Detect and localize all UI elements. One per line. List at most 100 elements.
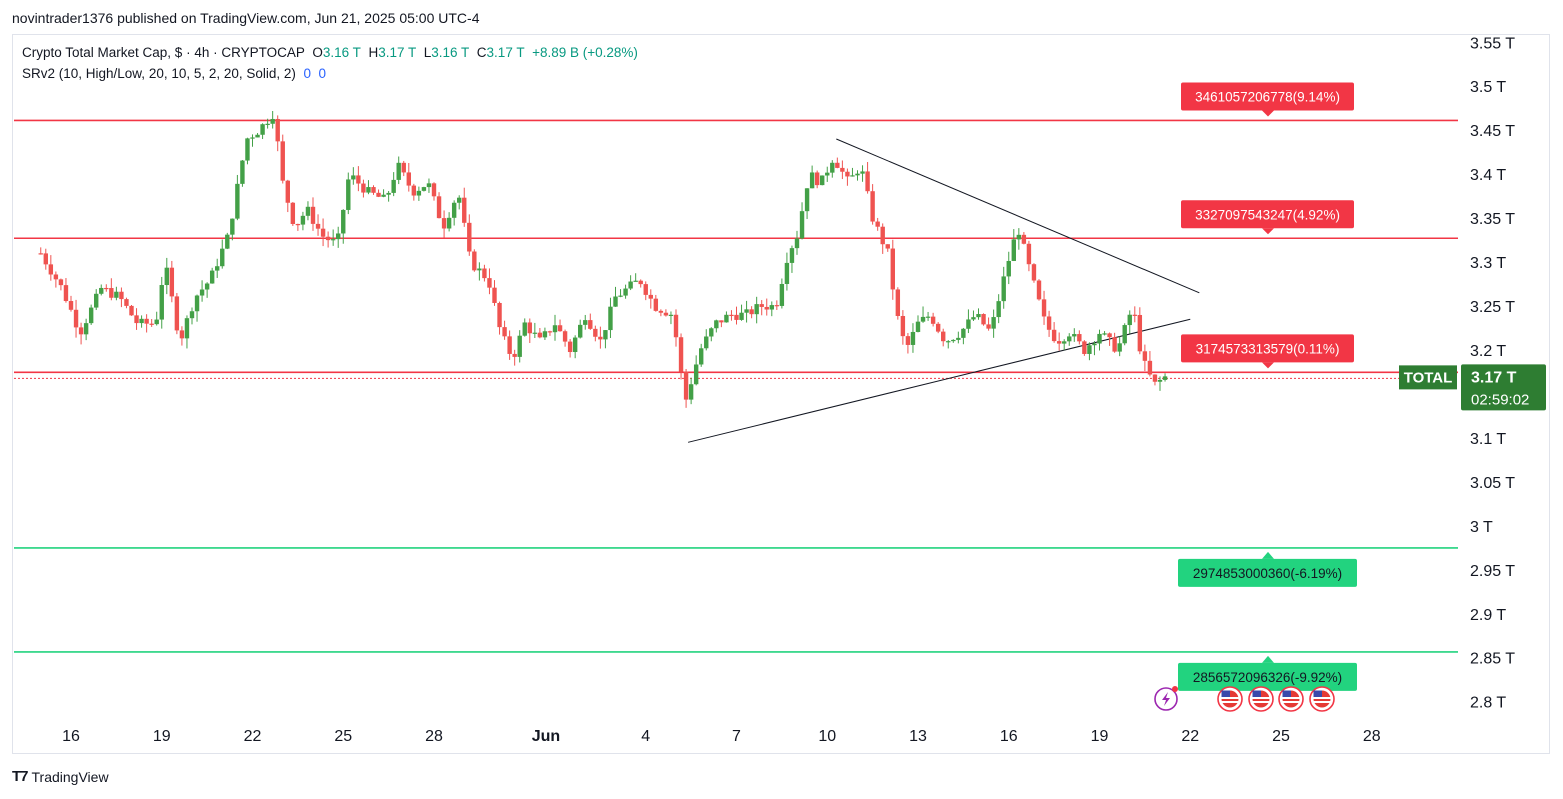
candle-body-10 — [88, 307, 94, 324]
candle-body-111 — [598, 336, 603, 340]
candle-body-212 — [1107, 333, 1112, 338]
candle-body-47 — [275, 118, 280, 142]
candle-body-39 — [235, 183, 240, 219]
indicator-value-1: 0 — [303, 66, 311, 81]
x-tick-7: 7 — [732, 728, 741, 745]
candle-body-94 — [512, 353, 517, 357]
candle-body-194 — [1016, 234, 1022, 240]
candle-body-92 — [502, 327, 507, 337]
candle-body-185 — [971, 317, 976, 320]
y-tick-14: 2.8 T — [1470, 695, 1506, 712]
candle-body-59 — [336, 233, 341, 240]
y-tick-0: 3.55 T — [1470, 35, 1515, 52]
candle-body-153 — [809, 172, 815, 189]
event-icons[interactable] — [1154, 686, 1335, 712]
y-tick-2: 3.45 T — [1470, 123, 1515, 140]
candle-body-13 — [104, 287, 109, 290]
candle-body-89 — [487, 278, 492, 288]
x-tick-12: 22 — [1181, 728, 1199, 745]
candle-body-218 — [1137, 314, 1143, 352]
level-label-text-2: 3174573313579(0.11%) — [1196, 341, 1340, 356]
candle-body-63 — [356, 175, 361, 184]
candle-body-222 — [1157, 379, 1163, 382]
candle-body-98 — [532, 332, 538, 334]
candle-body-142 — [754, 304, 759, 315]
brand-name: TradingView — [31, 768, 109, 785]
y-tick-8: 3.1 T — [1470, 431, 1506, 448]
candle-body-21 — [144, 318, 149, 324]
candle-body-183 — [961, 328, 966, 338]
candle-body-138 — [734, 314, 739, 320]
symbol-legend: Crypto Total Market Cap, $ · 4h · CRYPTO… — [22, 45, 638, 60]
candles — [38, 110, 1168, 408]
candle-body-220 — [1147, 360, 1153, 375]
candle-body-167 — [880, 226, 885, 245]
chart-frame[interactable] — [12, 34, 1550, 754]
candle-body-130 — [693, 364, 699, 385]
candle-body-51 — [295, 223, 301, 226]
candle-body-211 — [1102, 333, 1107, 335]
candle-body-26 — [169, 267, 175, 297]
candle-body-123 — [658, 310, 664, 313]
candle-body-74 — [411, 185, 417, 196]
candle-body-114 — [613, 296, 618, 307]
candle-body-82 — [451, 202, 457, 218]
candle-body-95 — [517, 335, 522, 357]
high-value: 3.17 T — [378, 45, 417, 60]
candle-body-15 — [114, 291, 119, 298]
candle-body-149 — [789, 248, 795, 263]
candle-body-126 — [673, 314, 679, 338]
y-tick-10: 3 T — [1470, 519, 1493, 536]
candle-body-106 — [572, 337, 578, 353]
candle-body-120 — [643, 284, 648, 295]
tv-logo-icon: T7 — [12, 768, 28, 785]
candle-body-90 — [492, 287, 497, 303]
level-label-box-1 — [1181, 200, 1354, 229]
candle-body-61 — [346, 179, 351, 210]
y-tick-3: 3.4 T — [1470, 167, 1506, 184]
low-value: 3.16 T — [431, 45, 470, 60]
candle-body-16 — [119, 291, 124, 300]
level-label-box-2 — [1181, 334, 1354, 363]
candle-body-60 — [341, 209, 346, 234]
candle-body-119 — [638, 280, 643, 285]
candle-body-147 — [779, 283, 785, 306]
y-tick-7: 3.2 T — [1470, 343, 1506, 360]
candle-body-96 — [522, 322, 527, 336]
us-flag-stripe-b-3 — [1313, 701, 1331, 703]
candle-body-143 — [759, 304, 764, 307]
candle-body-162 — [855, 173, 860, 176]
candle-body-152 — [804, 188, 810, 212]
candle-body-182 — [956, 337, 961, 340]
candle-body-132 — [704, 336, 709, 349]
candle-body-115 — [618, 295, 623, 297]
candle-body-189 — [991, 317, 996, 329]
us-flag-stripe-a-2 — [1282, 697, 1300, 699]
us-flag-stripe-b-0 — [1221, 701, 1239, 703]
symbol-tag-text: TOTAL — [1404, 369, 1453, 386]
candle-body-175 — [920, 316, 926, 322]
level-labels: 3461057206778(9.14%) 3327097543247(4.92%)… — [1178, 82, 1357, 691]
candle-body-159 — [840, 167, 845, 172]
x-tick-9: 13 — [909, 728, 927, 745]
us-flag-stripe-a-3 — [1313, 697, 1331, 699]
candle-body-40 — [240, 160, 245, 184]
candle-body-58 — [330, 239, 336, 241]
candle-body-178 — [935, 323, 941, 332]
tradingview-logo[interactable]: T7 TradingView — [12, 768, 109, 785]
us-flag-stripe-b-2 — [1282, 701, 1300, 703]
candle-body-157 — [830, 162, 835, 173]
level-label-text-4: 2856572096326(-9.92%) — [1193, 670, 1342, 685]
candle-body-72 — [401, 162, 406, 173]
candle-body-160 — [845, 171, 850, 177]
level-label-box-3 — [1178, 558, 1357, 587]
candle-body-36 — [220, 248, 225, 267]
candle-body-131 — [699, 348, 704, 365]
candle-body-19 — [134, 315, 139, 324]
candle-body-48 — [280, 141, 285, 181]
candle-body-81 — [446, 217, 452, 229]
level-label-pointer-0 — [1262, 110, 1274, 117]
candle-body-206 — [1077, 334, 1082, 342]
candle-body-145 — [769, 305, 774, 310]
